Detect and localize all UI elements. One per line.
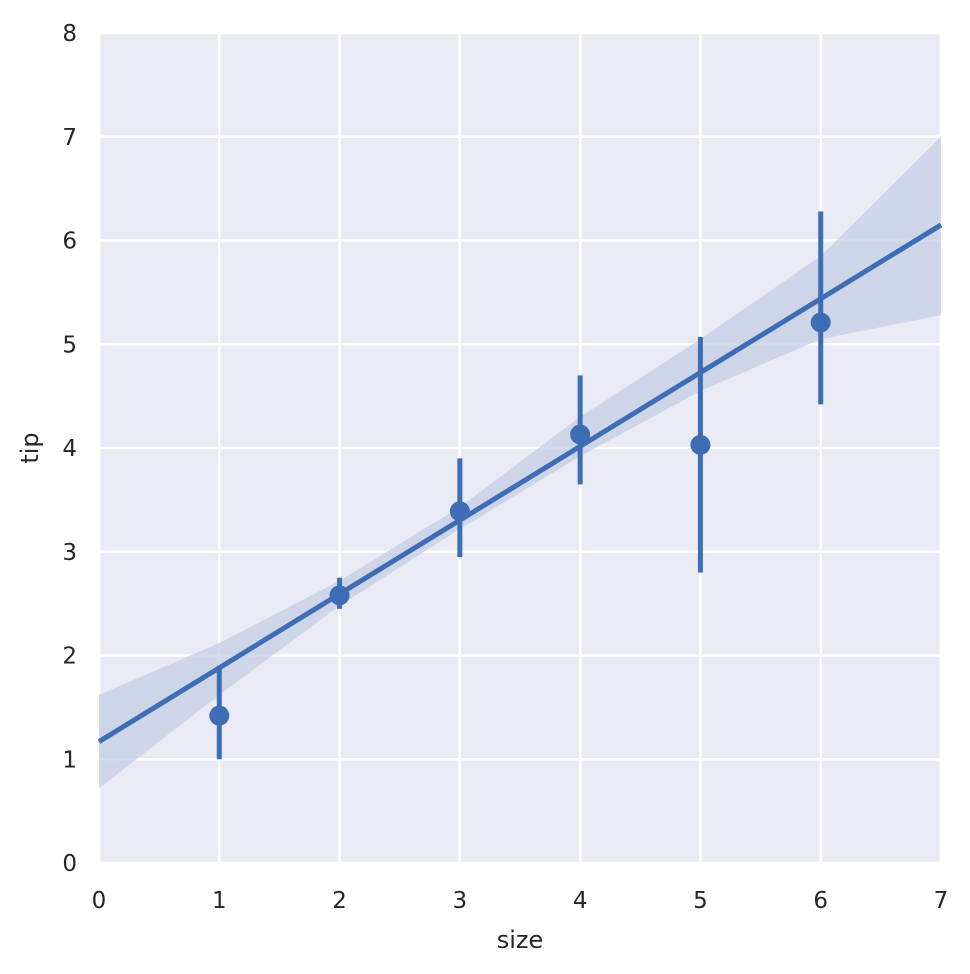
x-axis-label: size [497,926,544,954]
confidence-band-area [99,136,941,789]
x-tick-label: 0 [92,888,107,914]
y-tick-label: 5 [62,332,77,358]
x-tick-label: 5 [693,888,708,914]
data-point [449,501,470,522]
y-tick-label: 1 [62,747,77,773]
x-tick-labels: 0 1 2 3 4 5 6 7 [92,888,949,914]
x-tick-label: 2 [332,888,347,914]
y-tick-label: 6 [62,229,77,255]
x-tick-label: 7 [934,888,949,914]
y-tick-label: 3 [62,540,77,566]
y-tick-label: 0 [62,851,77,877]
x-tick-label: 3 [453,888,468,914]
confidence-band [99,136,941,789]
data-point [329,585,350,606]
regression-line-group [97,222,943,744]
y-tick-label: 2 [62,644,77,670]
y-tick-label: 7 [62,125,77,151]
y-axis-label: tip [16,432,44,463]
x-tick-label: 6 [813,888,828,914]
y-tick-label: 8 [62,21,77,47]
y-tick-label: 4 [62,436,77,462]
data-point [209,705,230,726]
x-tick-label: 1 [212,888,227,914]
data-point [810,312,831,333]
data-point [690,434,711,455]
data-point [570,424,591,445]
data-points [209,211,831,760]
regression-line [97,222,943,744]
y-tick-labels: 0 1 2 3 4 5 6 7 8 [62,21,77,877]
x-tick-label: 4 [573,888,588,914]
